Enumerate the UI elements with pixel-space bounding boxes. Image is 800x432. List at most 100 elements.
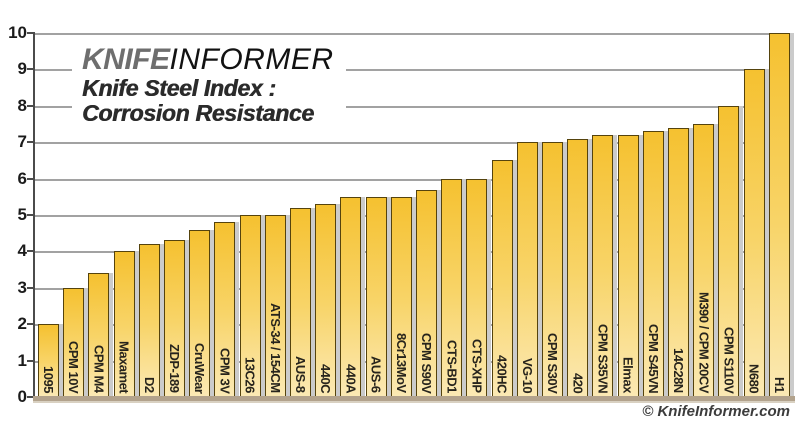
bar: ATS-34 / 154CM — [264, 215, 286, 397]
bar-label: CPM S45VN — [645, 323, 661, 393]
bar: H1 — [768, 33, 790, 397]
gridline — [35, 142, 792, 145]
chart-title-line1: Knife Steel Index : — [82, 75, 276, 101]
gridline — [35, 33, 792, 35]
y-axis-tick-mark — [27, 141, 34, 144]
gridline — [35, 105, 792, 108]
bar: AUS-8 — [290, 207, 312, 397]
y-axis-tick-label: 6 — [17, 168, 27, 188]
bar-label: Maxamet — [116, 340, 132, 393]
bar: CPM S90V — [416, 189, 438, 397]
bar-label: 420 — [570, 372, 586, 393]
y-axis-tick-mark — [27, 32, 34, 34]
bar: 420 — [567, 138, 589, 397]
bar-label: CPM S30V — [545, 332, 561, 393]
copyright-text: © KnifeInformer.com — [642, 403, 790, 420]
bar-label: AUS-8 — [293, 356, 309, 393]
bar-label: 13C26 — [242, 357, 258, 393]
bar: CPM M4 — [88, 273, 110, 397]
y-axis-tick-mark — [27, 359, 34, 362]
y-axis-tick-label: 8 — [17, 95, 27, 115]
gridline — [35, 178, 792, 181]
y-axis-tick-mark — [27, 104, 34, 107]
bar: AUS-6 — [365, 196, 387, 397]
bar: D2 — [138, 244, 160, 397]
knifeinformer-logo: KNIFEINFORMER — [82, 44, 334, 76]
y-axis-tick-label: 3 — [17, 277, 27, 297]
bar: N680 — [743, 69, 765, 397]
bar: CPM S30V — [542, 142, 564, 397]
y-axis-tick-label: 10 — [8, 23, 27, 42]
bar-label: ZDP-189 — [167, 344, 183, 393]
y-axis-tick-mark — [27, 323, 34, 326]
y-axis-tick-label: 0 — [17, 387, 27, 406]
bar-label: VG-10 — [519, 357, 535, 393]
y-axis-tick-label: 1 — [17, 350, 27, 370]
bar-label: CPM S110V — [721, 326, 737, 393]
chart-title-line2: Corrosion Resistance — [82, 100, 314, 126]
bar-label: 440A — [343, 363, 359, 393]
bar-label: CruWear — [192, 342, 208, 393]
bar: VG-10 — [516, 142, 538, 397]
y-axis-tick-mark — [27, 286, 34, 289]
bar: Maxamet — [113, 251, 135, 397]
x-axis-baseline — [33, 396, 795, 403]
bar-label: 8Cr13MoV — [393, 333, 409, 393]
bar: M390 / CPM 20CV — [693, 124, 715, 397]
bar: CruWear — [189, 229, 211, 397]
bar: CPM S110V — [718, 105, 740, 397]
bar-label: CTS-BD1 — [444, 340, 460, 393]
bar: CPM 3V — [214, 222, 236, 397]
bar-label: CPM 10V — [66, 340, 82, 393]
bar: ZDP-189 — [164, 240, 186, 397]
bar: 440A — [340, 196, 362, 397]
y-axis-tick-label: 2 — [17, 314, 27, 334]
bar-label: N680 — [746, 363, 762, 393]
gridline — [35, 69, 792, 72]
bar: CTS-XHP — [466, 178, 488, 397]
bar-label: CPM S35VN — [595, 323, 611, 393]
plot-area — [35, 33, 792, 397]
bar-label: ATS-34 / 154CM — [267, 303, 283, 393]
y-axis-tick-label: 9 — [17, 59, 27, 79]
bar: 440C — [315, 204, 337, 397]
y-axis-tick-mark — [27, 250, 34, 253]
y-axis-tick-label: 4 — [17, 241, 27, 261]
bar-label: M390 / CPM 20CV — [696, 292, 712, 393]
chart-header: KNIFEINFORMER Knife Steel Index : Corros… — [72, 38, 346, 130]
bar: Elmax — [617, 134, 639, 397]
bar: CPM 10V — [63, 287, 85, 397]
bar: CTS-BD1 — [441, 178, 463, 397]
bar: 14C28N — [668, 127, 690, 397]
bar: CPM S35VN — [592, 134, 614, 397]
bar: 13C26 — [239, 215, 261, 397]
gridline — [35, 324, 792, 327]
bar-label: 14C28N — [671, 348, 687, 393]
gridline — [35, 360, 792, 363]
gridline — [35, 251, 792, 254]
gridline — [35, 287, 792, 290]
bar-label: 440C — [318, 363, 334, 393]
bar-label: CTS-XHP — [469, 339, 485, 393]
y-axis-line — [33, 32, 35, 402]
y-axis-tick-mark — [27, 68, 34, 71]
bar-label: D2 — [141, 377, 157, 393]
bar-label: H1 — [771, 377, 787, 393]
bar-label: Elmax — [620, 357, 636, 393]
bar-label: CPM 3V — [217, 347, 233, 393]
bar-label: CPM S90V — [419, 332, 435, 393]
bar: CPM S45VN — [642, 131, 664, 397]
bar: 8Cr13MoV — [390, 196, 412, 397]
bar: 1095 — [38, 324, 59, 397]
bar: 420HC — [491, 160, 513, 397]
y-axis-tick-label: 5 — [17, 205, 27, 224]
logo-informer-text: INFORMER — [169, 43, 334, 76]
bar-label: 1095 — [41, 366, 56, 393]
logo-knife-text: KNIFE — [82, 43, 170, 76]
y-axis-tick-label: 7 — [17, 132, 27, 152]
bars-container: 1095 CPM 10V CPM M4 Maxamet D2 ZDP-189 CruWear… — [38, 33, 790, 397]
bar-label: CPM M4 — [91, 345, 107, 393]
bar-label: AUS-6 — [368, 356, 384, 393]
y-axis-tick-mark — [27, 177, 34, 180]
